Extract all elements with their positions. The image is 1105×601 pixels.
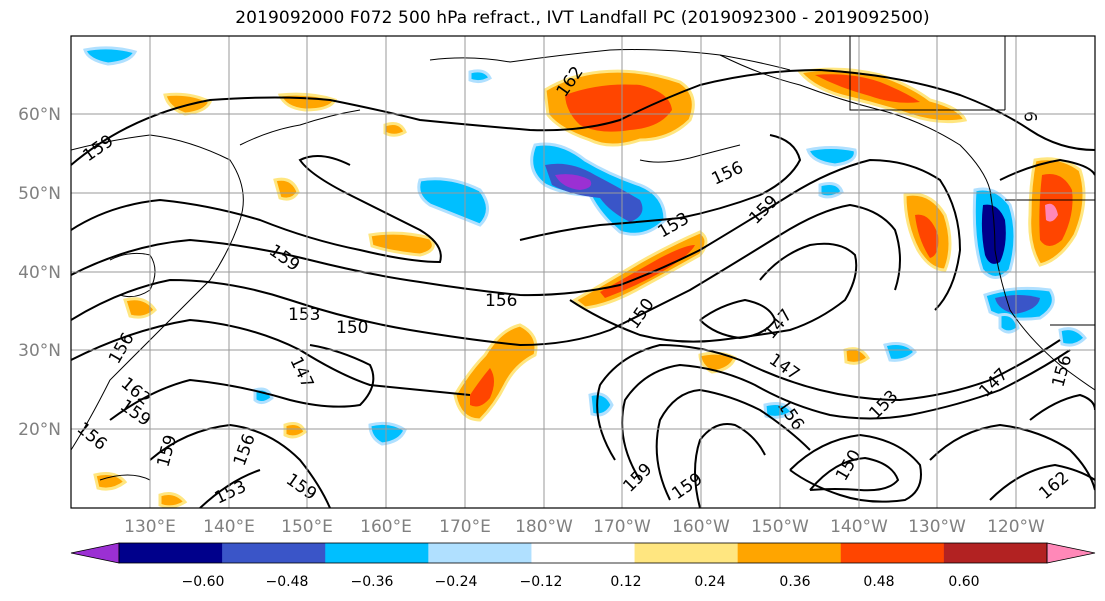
lon-label: 130°E	[124, 517, 176, 537]
contour-label: 9	[1022, 111, 1042, 122]
colorbar-frame	[118, 542, 1048, 564]
lat-label: 20°N	[18, 420, 61, 440]
contour-label: 150	[336, 318, 368, 338]
colorbar-tick-label: −0.24	[435, 574, 478, 590]
lon-label: 130°W	[908, 517, 966, 537]
contour-label: 156	[485, 291, 517, 311]
colorbar-cell	[325, 543, 429, 563]
colorbar-extend-low	[70, 542, 120, 564]
anomaly-shading	[83, 46, 1087, 508]
height-contours	[71, 68, 1095, 508]
coastlines	[71, 36, 1095, 481]
colorbar-cell	[119, 543, 223, 563]
colorbar-tick-label: −0.12	[520, 574, 563, 590]
lon-label: 160°W	[672, 517, 730, 537]
lon-label: 180°W	[515, 517, 573, 537]
lat-label: 30°N	[18, 341, 61, 361]
colorbar-cell	[840, 543, 945, 563]
lon-label: 140°W	[830, 517, 888, 537]
colorbar-tick-label: 0.12	[610, 574, 641, 590]
colorbar-tick-label: 0.36	[779, 574, 810, 590]
colorbar-tick-label: 0.48	[863, 574, 894, 590]
lon-label: 170°E	[439, 517, 491, 537]
lon-label: 120°W	[987, 517, 1045, 537]
contour-label: 153	[288, 305, 320, 325]
colorbar-cell	[531, 543, 636, 563]
map-title: 2019092000 F072 500 hPa refract., IVT La…	[235, 8, 930, 28]
colorbar-cell	[222, 543, 326, 563]
colorbar-tick-label: −0.36	[351, 574, 394, 590]
lon-label: 170°W	[593, 517, 651, 537]
colorbar: −0.60 −0.48 −0.36 −0.24 −0.12 0.12 0.24 …	[70, 542, 1096, 590]
lon-label: 160°E	[360, 517, 412, 537]
lat-label: 40°N	[18, 263, 61, 283]
lat-label: 60°N	[18, 105, 61, 125]
colorbar-tick-label: 0.60	[948, 574, 979, 590]
lon-label: 150°W	[751, 517, 809, 537]
lon-label: 150°E	[281, 517, 333, 537]
colorbar-cell	[634, 543, 739, 563]
graticule	[71, 36, 1095, 508]
latitude-labels: 60°N 50°N 40°N 30°N 20°N	[18, 105, 61, 440]
colorbar-tick-label: −0.60	[182, 574, 225, 590]
colorbar-extend-high	[1046, 542, 1096, 564]
colorbar-tick-label: −0.48	[266, 574, 309, 590]
colorbar-cell	[943, 543, 1048, 563]
colorbar-cell	[428, 543, 532, 563]
map-frame	[70, 35, 1096, 509]
longitude-labels: 130°E 140°E 150°E 160°E 170°E 180°W 170°…	[124, 517, 1045, 537]
lon-label: 140°E	[203, 517, 255, 537]
colorbar-tick-label: 0.24	[694, 574, 725, 590]
lat-label: 50°N	[18, 184, 61, 204]
colorbar-cell	[737, 543, 842, 563]
